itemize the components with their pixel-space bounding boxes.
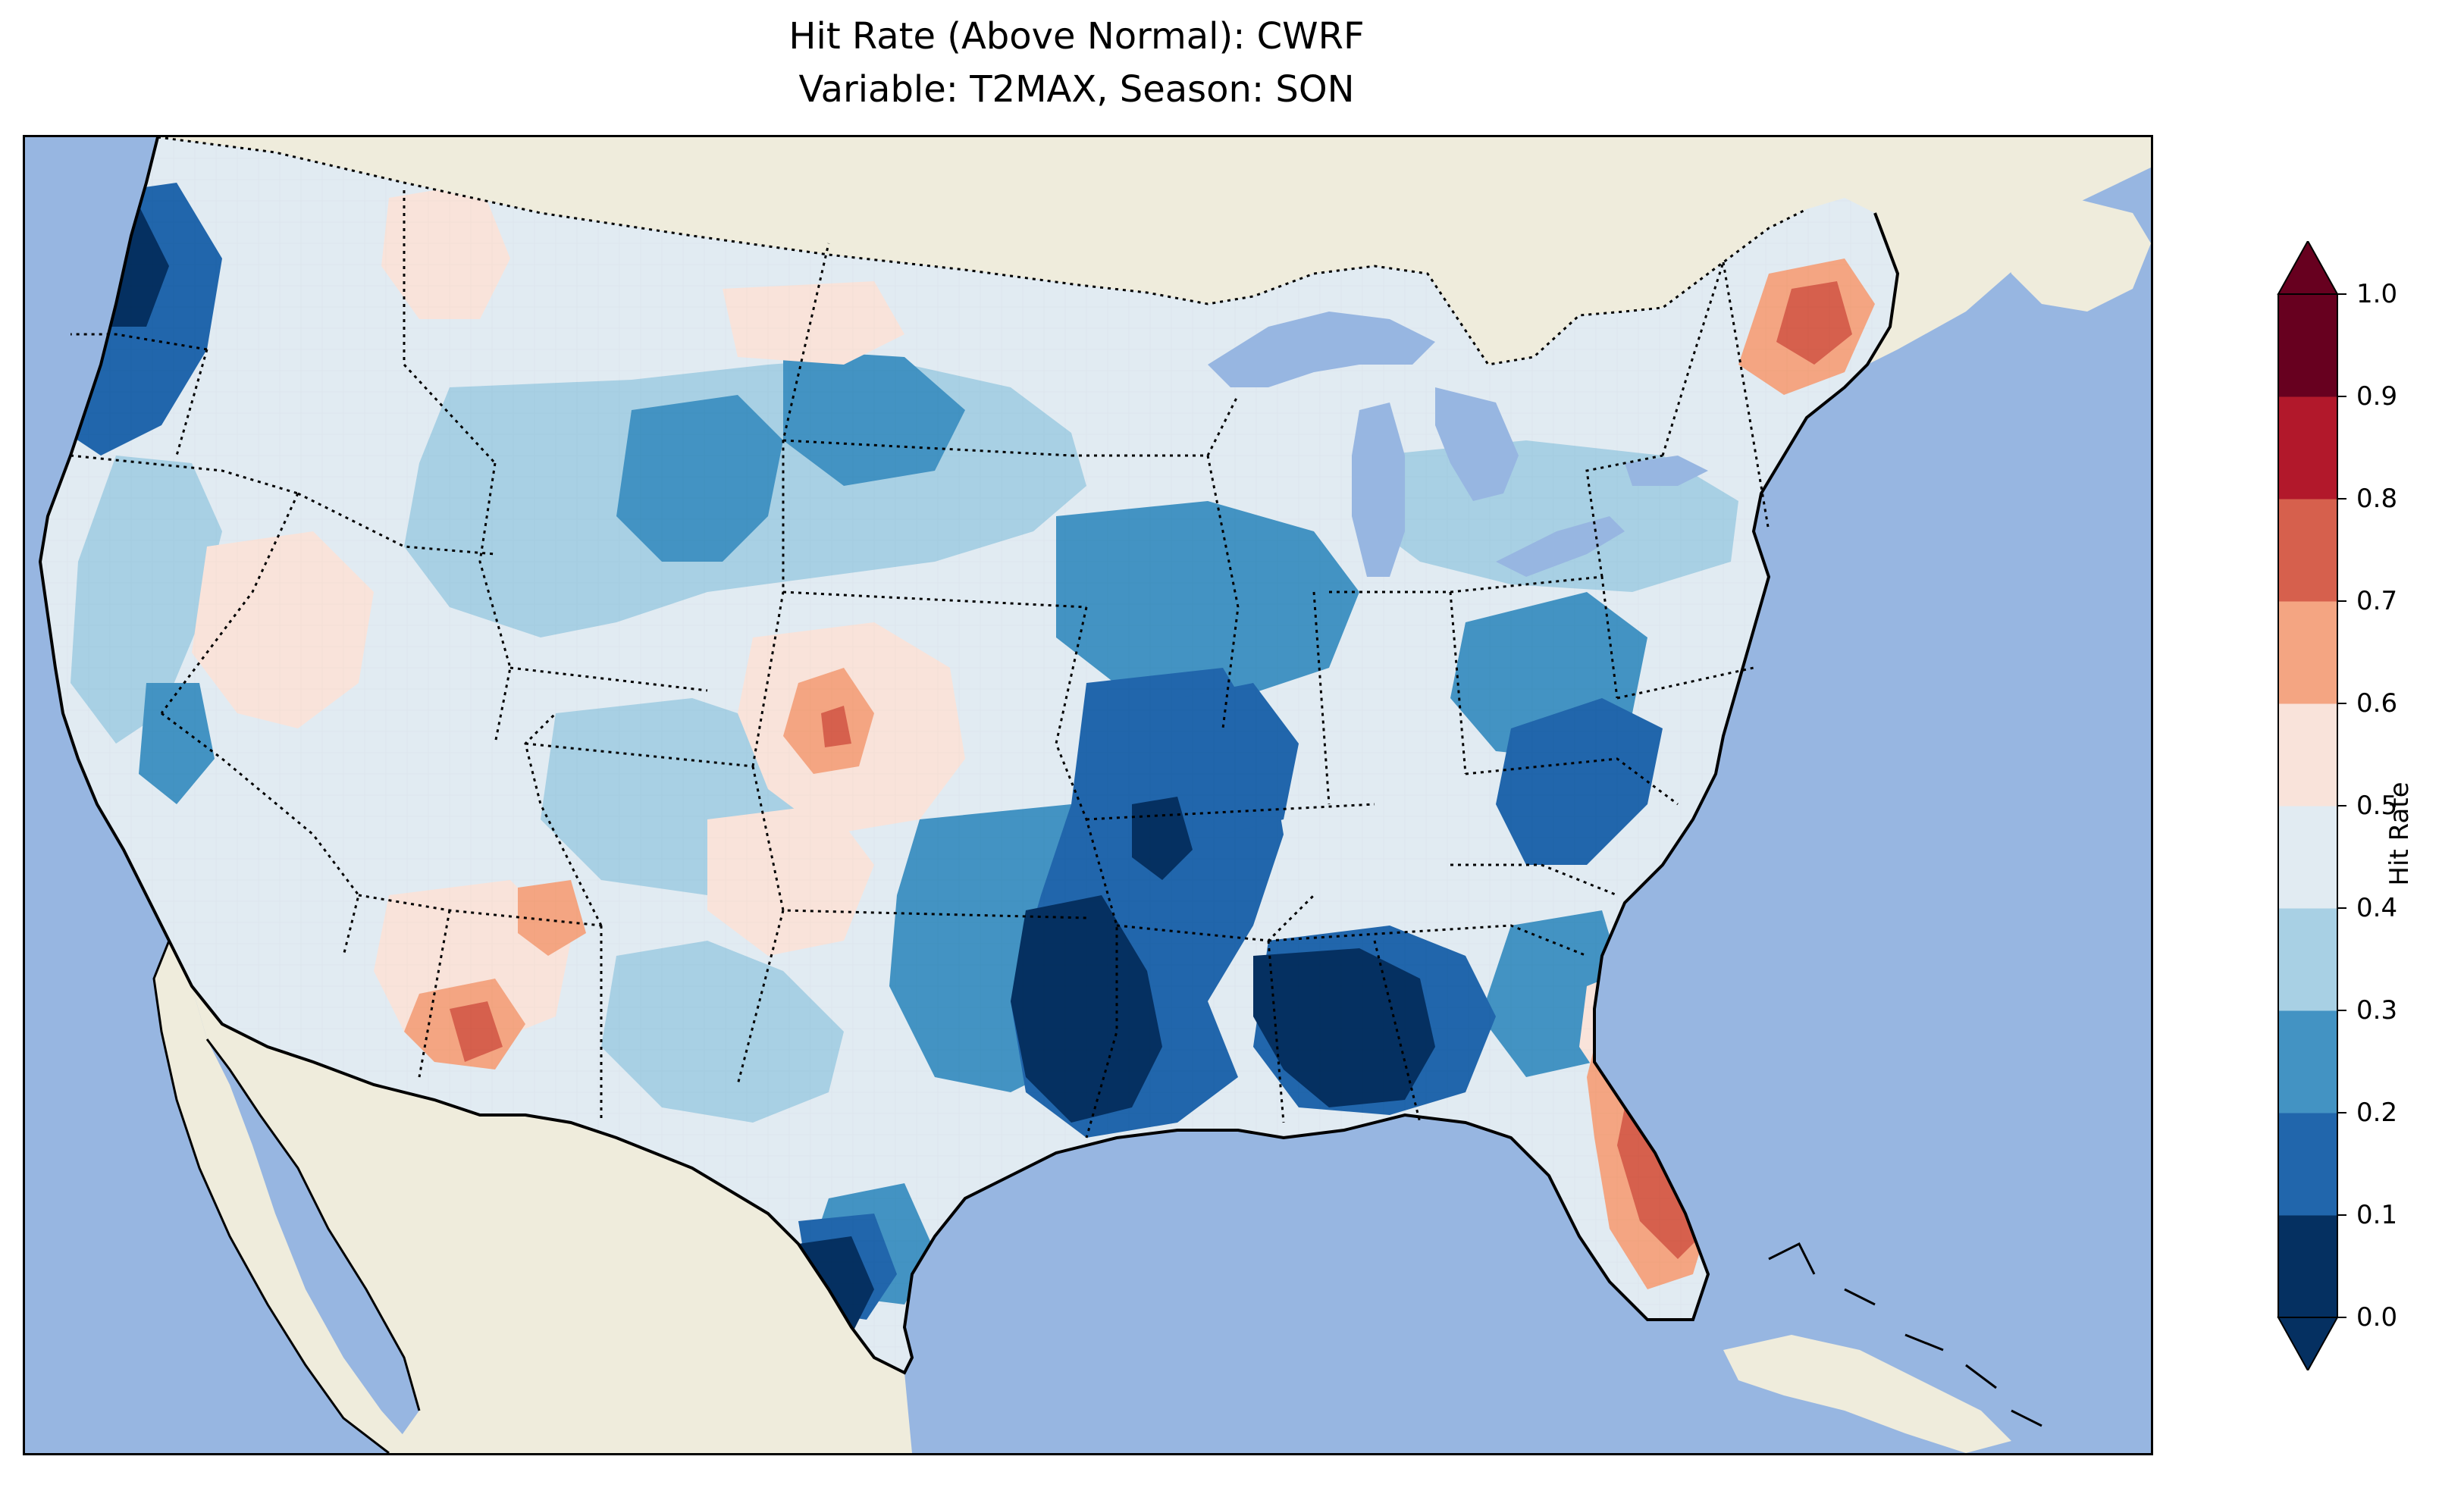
colorbar-bin: [2278, 499, 2337, 602]
colorbar-tick-label: 1.0: [2356, 279, 2398, 309]
colorbar-bin: [2278, 396, 2337, 500]
us-coastline: [38, 137, 1900, 1375]
colorbar-bin: [2278, 806, 2337, 909]
mexico-land: [192, 986, 912, 1453]
lake-erie: [1496, 516, 1625, 577]
colorbar-tick-label: 0.2: [2356, 1098, 2398, 1128]
lake-michigan: [1352, 402, 1405, 577]
colorbar-bin: [2278, 1215, 2337, 1318]
chart-subtitle: Variable: T2MAX, Season: SON: [798, 68, 1355, 111]
colorbar-bin: [2278, 908, 2337, 1011]
colorbar: [2277, 241, 2346, 1370]
colorbar-bin: [2278, 601, 2337, 704]
colorbar-bin: [2278, 1010, 2337, 1113]
map-canvas: [38, 137, 2151, 1453]
state-borders: [70, 190, 1770, 1139]
lake-huron: [1435, 387, 1519, 501]
lake-superior: [1208, 312, 1435, 387]
lake-ontario: [1625, 456, 1708, 486]
us-canada-border: [157, 137, 1807, 366]
colorbar-tick-label: 0.9: [2356, 381, 2398, 412]
caribbean-islands: [1768, 1242, 2042, 1427]
colorbar-tick-label: 0.1: [2356, 1200, 2398, 1230]
baja-peninsula: [154, 941, 419, 1453]
colorbar-tick-label: 0.6: [2356, 688, 2398, 719]
colorbar-extend-min: [2277, 1317, 2339, 1370]
patch-red-orange-4: [1723, 819, 1750, 872]
colorbar-tick-label: 0.5: [2356, 791, 2398, 821]
colorbar-bin: [2278, 294, 2337, 397]
newfoundland-land: [1996, 198, 2151, 312]
colorbar-bin: [2278, 703, 2337, 807]
patch-salmon-6: [1693, 797, 1754, 895]
colorbar-bin: [2278, 1113, 2337, 1216]
colorbar-tick-label: 0.7: [2356, 586, 2398, 616]
colorbar-label: Hit Rate: [2384, 781, 2415, 886]
colorbar-tick-label: 0.3: [2356, 995, 2398, 1026]
cuba-land: [1723, 1335, 2011, 1453]
colorbar-tick-label: 0.0: [2356, 1302, 2398, 1333]
colorbar-extend-max: [2277, 241, 2339, 295]
colorbar-tick-label: 0.4: [2356, 893, 2398, 923]
mexico-coastline: [152, 940, 421, 1453]
chart-title: Hit Rate (Above Normal): CWRF: [788, 15, 1365, 58]
colorbar-tick-label: 0.8: [2356, 484, 2398, 514]
map-panel: [23, 135, 2153, 1455]
hit-rate-field: [40, 137, 1898, 1373]
